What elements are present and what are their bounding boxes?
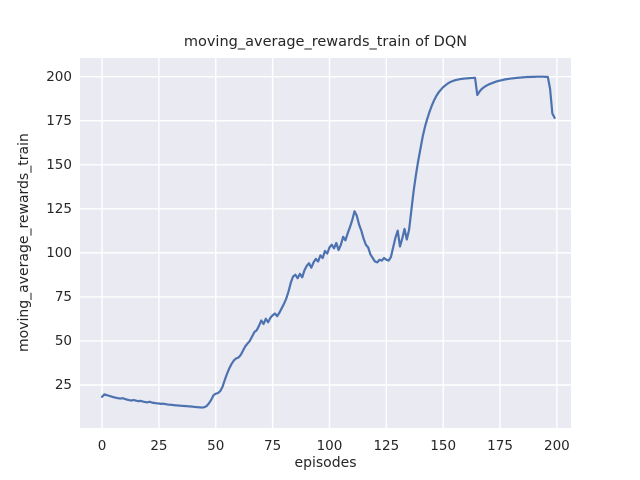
- line-chart: [80, 58, 571, 428]
- x-tick-label: 125: [373, 438, 400, 454]
- y-tick-label: 175: [46, 112, 72, 129]
- chart-title: moving_average_rewards_train of DQN: [183, 34, 468, 50]
- y-tick-label: 100: [46, 244, 72, 261]
- y-tick-label: 125: [46, 200, 72, 217]
- x-tick-label: 25: [150, 438, 168, 454]
- x-tick-label: 175: [487, 438, 513, 454]
- y-tick-label: 200: [46, 68, 72, 85]
- y-tick-label: 150: [46, 156, 72, 173]
- x-tick-label: 0: [97, 438, 107, 454]
- x-tick-label: 150: [430, 438, 457, 454]
- x-tick-label: 200: [544, 438, 570, 454]
- y-tick-label: 75: [54, 288, 72, 305]
- plot-area: [80, 58, 571, 428]
- series-moving-average-rewards-train: [100, 75, 556, 409]
- line-series: [100, 75, 556, 409]
- gridlines: [80, 58, 571, 428]
- y-tick-label: 25: [54, 377, 72, 393]
- y-tick-label: 50: [54, 332, 72, 349]
- x-axis-label: episodes: [294, 455, 357, 471]
- x-tick-label: 100: [316, 438, 343, 454]
- x-tick-label: 50: [207, 438, 225, 454]
- x-tick-label: 75: [264, 438, 282, 454]
